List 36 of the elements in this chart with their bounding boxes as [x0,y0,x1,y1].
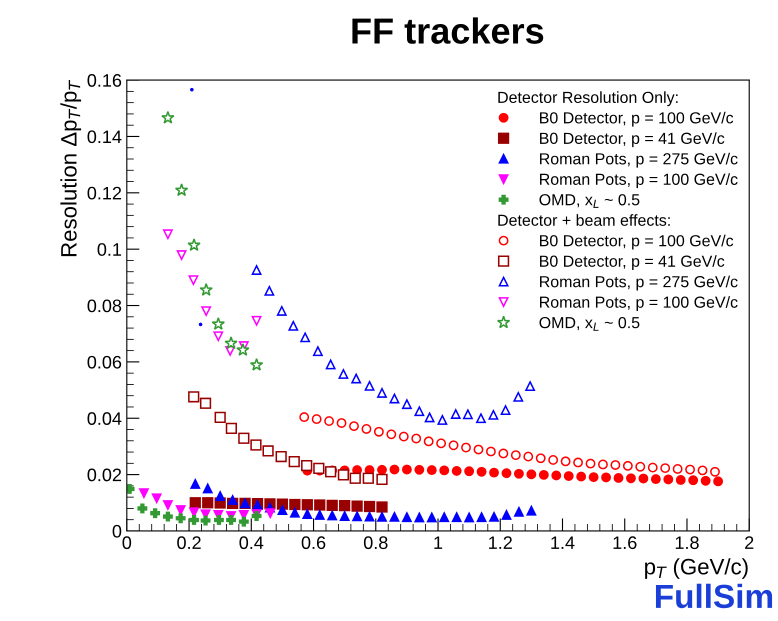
legend-label: B0 Detector, p = 100 GeV/c [540,112,734,127]
x-tick-label: 2 [745,536,754,549]
y-tick-label: 0.14 [88,130,122,144]
x-tick-label: 1.4 [551,536,575,549]
annotation: Detector + beam effects: [498,214,670,226]
x-tick-label: 0 [122,536,132,550]
y-tick-label: 0 [112,524,122,538]
y-axis-title: Resolution Δp$_{T}$/p$_{T}$ [60,80,82,256]
x-tick-label: 1.2 [489,536,512,549]
x-tick-label: 0.4 [239,536,264,550]
x-tick-label: 0.8 [364,536,388,550]
chart-title: FF trackers [352,17,544,44]
x-tick-label: 1.6 [614,536,636,550]
x-tick-label: 0.6 [302,536,326,550]
legend-label: OMD, x$_{L}$ ~ 0.5 [539,194,640,208]
legend-label: B0 Detector, p = 41 GeV/c [540,132,724,148]
legend-label: Roman Pots, p = 100 GeV/c [540,296,738,311]
text: FullSim [656,584,772,608]
y-tick-label: 0.12 [88,186,122,200]
y-tick-label: 0.04 [88,412,122,425]
legend-label: B0 Detector, p = 41 GeV/c [540,255,724,270]
legend-label: OMD, x$_{L}$ ~ 0.5 [539,316,640,331]
y-tick-label: 0.16 [88,74,122,87]
x-tick-label: 1.8 [676,536,699,550]
x-tick-label: 1 [434,536,442,549]
legend-label: Roman Pots, p = 275 GeV/c [540,276,738,290]
y-tick-label: 0.06 [88,356,122,369]
y-tick-label: 0.08 [88,299,122,312]
x-tick-label: 0.2 [177,536,201,550]
x-axis-title: p$_{T}$ (GeV/c) [645,558,748,579]
legend-label: Roman Pots, p = 275 GeV/c [540,152,738,168]
y-tick-label: 0.02 [88,468,122,482]
legend-label: Roman Pots, p = 100 GeV/c [540,173,738,188]
y-tick-label: 0.1 [98,243,122,256]
legend-title: Detector Resolution Only: [498,91,678,106]
legend-label: B0 Detector, p = 100 GeV/c [540,234,734,250]
